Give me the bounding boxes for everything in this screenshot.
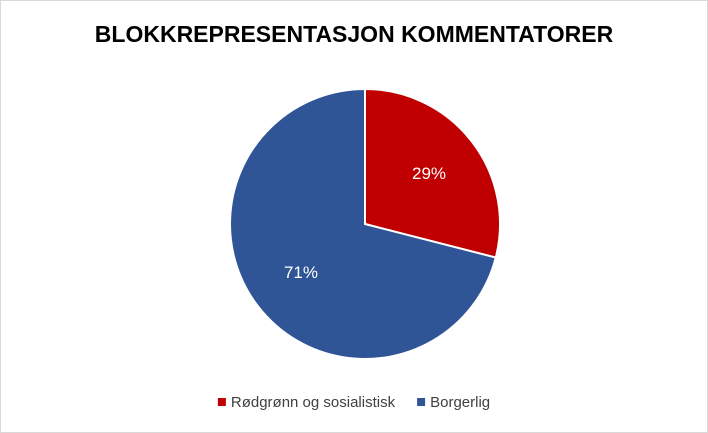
legend-label: Borgerlig	[430, 394, 490, 411]
data-label: 29%	[412, 164, 446, 183]
legend-item: Borgerlig	[417, 394, 490, 411]
legend-item: Rødgrønn og sosialistisk	[217, 394, 396, 411]
chart-title: BLOKKREPRESENTASJON KOMMENTATORER	[95, 21, 614, 47]
legend-swatch	[417, 398, 426, 406]
legend: Rødgrønn og sosialistisk Borgerlig	[217, 394, 490, 411]
legend-swatch	[217, 398, 226, 406]
data-label: 71%	[284, 263, 318, 282]
pie: 29% 71%	[229, 87, 501, 360]
legend-label: Rødgrønn og sosialistisk	[231, 394, 396, 411]
pie-slice	[229, 87, 497, 360]
pie-slice	[364, 87, 501, 259]
